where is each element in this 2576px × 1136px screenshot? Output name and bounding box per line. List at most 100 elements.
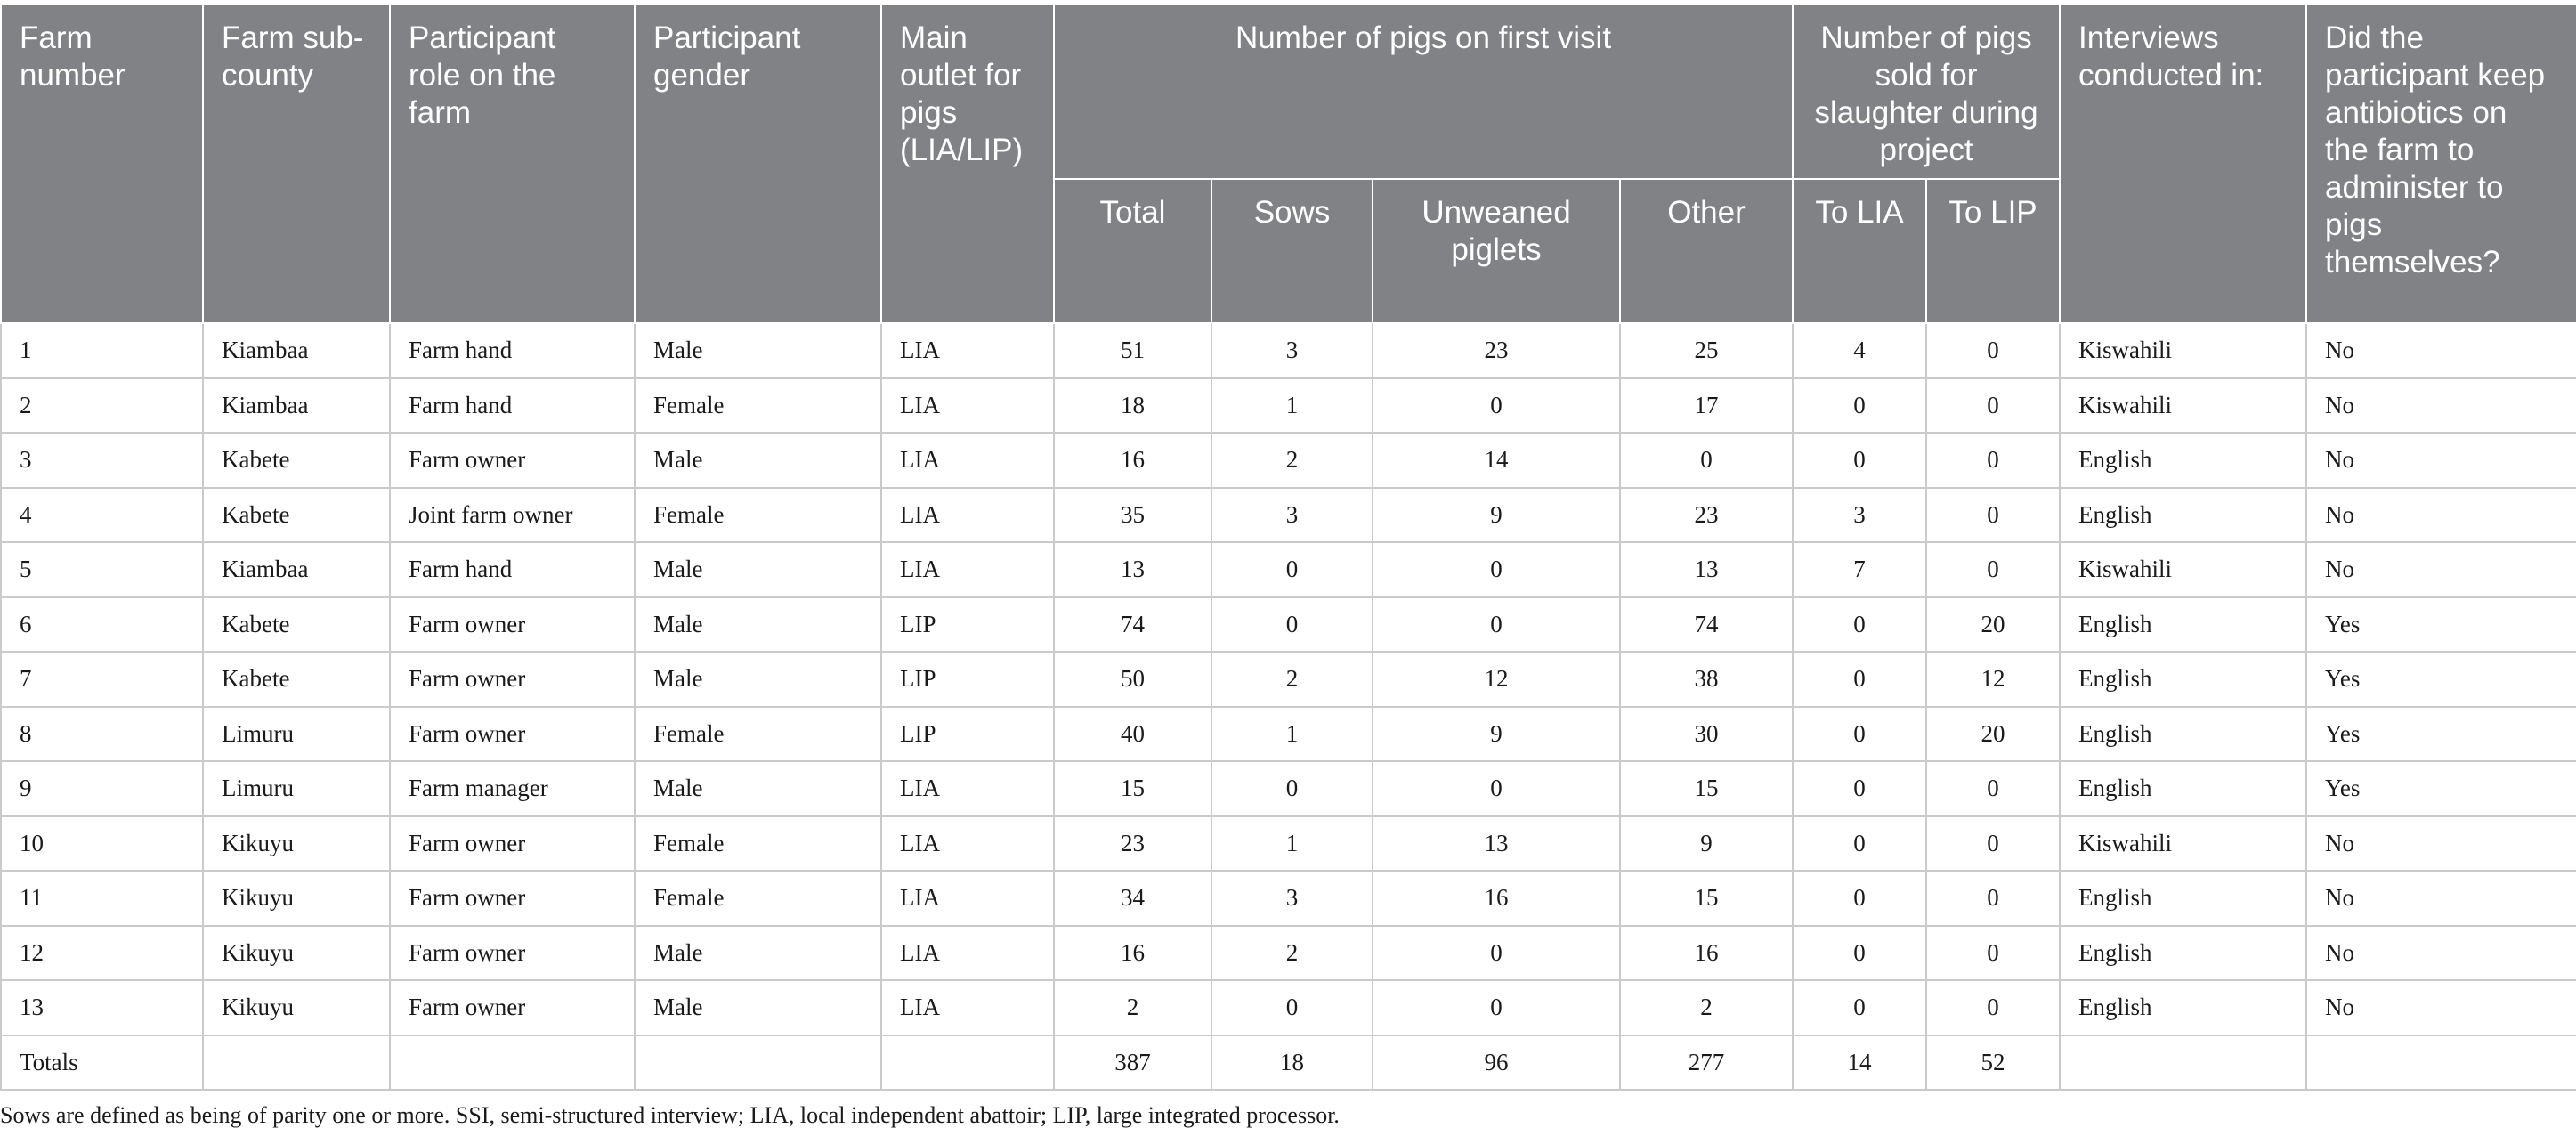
table-cell: 17 — [1618, 377, 1794, 434]
table-cell: 5 — [0, 541, 204, 598]
table-cell: Farm manager — [389, 760, 636, 817]
table-cell: 10 — [0, 815, 204, 872]
table-cell: English — [2059, 486, 2308, 543]
table-cell: 2 — [1211, 432, 1373, 489]
header-antibiotics: Did the participant keep antibiotics on … — [2305, 4, 2576, 324]
table-cell: Male — [634, 651, 882, 708]
table-cell: 0 — [1792, 377, 1928, 434]
table-cell: Yes — [2305, 705, 2576, 762]
table-cell: Yes — [2305, 760, 2576, 817]
table-cell: 0 — [1792, 596, 1928, 653]
table-cell: No — [2305, 541, 2576, 598]
table-cell: Totals — [0, 1034, 204, 1091]
table-cell: 13 — [1053, 541, 1212, 598]
header-unweaned-piglets: Unweaned piglets — [1372, 178, 1621, 324]
table-row: 13 Kikuyu Farm owner Male LIA 2 0 0 2 0 0 English No — [0, 979, 2576, 1036]
table-cell: LIA — [880, 486, 1055, 543]
table-cell: 3 — [0, 432, 204, 489]
table-cell: 51 — [1053, 323, 1212, 379]
table-cell: 7 — [0, 651, 204, 708]
table-cell: 0 — [1925, 979, 2062, 1036]
table-cell: No — [2305, 377, 2576, 434]
table-cell: 23 — [1618, 486, 1794, 543]
table-cell: Farm hand — [389, 323, 636, 379]
table-cell: 14 — [1372, 432, 1621, 489]
table-cell: LIA — [880, 870, 1055, 927]
table-cell: 0 — [1618, 432, 1794, 489]
table-cell: 13 — [1618, 541, 1794, 598]
table-cell: 0 — [1925, 760, 2062, 817]
table-cell: 16 — [1053, 432, 1212, 489]
table-cell — [634, 1034, 882, 1091]
table-cell: Female — [634, 815, 882, 872]
table-cell: Male — [634, 323, 882, 379]
table-cell: LIA — [880, 760, 1055, 817]
table-cell: 13 — [1372, 815, 1621, 872]
table-cell: Male — [634, 760, 882, 817]
header-farm-subcounty: Farm sub-county — [202, 4, 391, 324]
table-cell: LIA — [880, 541, 1055, 598]
table-cell: 7 — [1792, 541, 1928, 598]
table-cell: 9 — [1372, 486, 1621, 543]
header-farm-number: Farm number — [0, 4, 204, 324]
table-cell: Limuru — [202, 760, 391, 817]
table-cell: English — [2059, 924, 2308, 981]
table-cell: English — [2059, 432, 2308, 489]
table-row: 2 Kiambaa Farm hand Female LIA 18 1 0 17 0 0 Kiswah… — [0, 377, 2576, 434]
table-cell: 18 — [1053, 377, 1212, 434]
table-cell: 0 — [1372, 541, 1621, 598]
table-cell: 1 — [1211, 815, 1373, 872]
table-cell: No — [2305, 924, 2576, 981]
table-cell: 18 — [1211, 1034, 1373, 1091]
table-cell: 1 — [1211, 705, 1373, 762]
table-cell: 23 — [1372, 323, 1621, 379]
table-cell: Farm hand — [389, 377, 636, 434]
table-cell: Kiswahili — [2059, 323, 2308, 379]
table-cell: No — [2305, 815, 2576, 872]
table-cell: Male — [634, 541, 882, 598]
table-cell: 0 — [1211, 596, 1373, 653]
table-cell: 3 — [1792, 486, 1928, 543]
table-row: 6 Kabete Farm owner Male LIP 74 0 0 74 0 20 English… — [0, 596, 2576, 653]
table-cell: 8 — [0, 705, 204, 762]
table-cell: 0 — [1925, 870, 2062, 927]
table-cell: 277 — [1618, 1034, 1794, 1091]
table-cell: 38 — [1618, 651, 1794, 708]
table-cell: 2 — [0, 377, 204, 434]
table-cell: Kabete — [202, 596, 391, 653]
table-body: 1 Kiambaa Farm hand Male LIA 51 3 23 25 4 0 Kiswahi… — [0, 323, 2576, 1091]
table-cell: 96 — [1372, 1034, 1621, 1091]
table-cell: Limuru — [202, 705, 391, 762]
header-participant-role: Participant role on the farm — [389, 4, 636, 324]
table-cell: 2 — [1211, 651, 1373, 708]
table-cell: 16 — [1372, 870, 1621, 927]
table-cell: LIA — [880, 979, 1055, 1036]
header-pigs-sold: Number of pigs sold for slaughter during… — [1792, 4, 2062, 180]
table-cell: 0 — [1211, 979, 1373, 1036]
table-cell: 50 — [1053, 651, 1212, 708]
table-cell: 0 — [1925, 815, 2062, 872]
table-row: 5 Kiambaa Farm hand Male LIA 13 0 0 13 7 0 Kiswahil… — [0, 541, 2576, 598]
table-cell — [2059, 1034, 2308, 1091]
table-cell — [2305, 1034, 2576, 1091]
table-cell: 4 — [0, 486, 204, 543]
table-cell: LIA — [880, 815, 1055, 872]
table-cell: 13 — [0, 979, 204, 1036]
table-cell: Kiswahili — [2059, 377, 2308, 434]
table-cell: Kabete — [202, 486, 391, 543]
header-participant-gender: Participant gender — [634, 4, 882, 324]
table-cell: 3 — [1211, 486, 1373, 543]
table-cell — [880, 1034, 1055, 1091]
table-cell: Female — [634, 377, 882, 434]
table-cell: LIA — [880, 924, 1055, 981]
table-cell: 15 — [1053, 760, 1212, 817]
table-cell: 0 — [1211, 541, 1373, 598]
header-sows: Sows — [1211, 178, 1373, 324]
table-cell: 12 — [1925, 651, 2062, 708]
table-cell: 52 — [1925, 1034, 2062, 1091]
table-cell: 9 — [0, 760, 204, 817]
table-cell: 2 — [1618, 979, 1794, 1036]
table-row: 8 Limuru Farm owner Female LIP 40 1 9 30 0 20 Engli… — [0, 705, 2576, 762]
table-cell — [202, 1034, 391, 1091]
table-cell: 1 — [1211, 377, 1373, 434]
